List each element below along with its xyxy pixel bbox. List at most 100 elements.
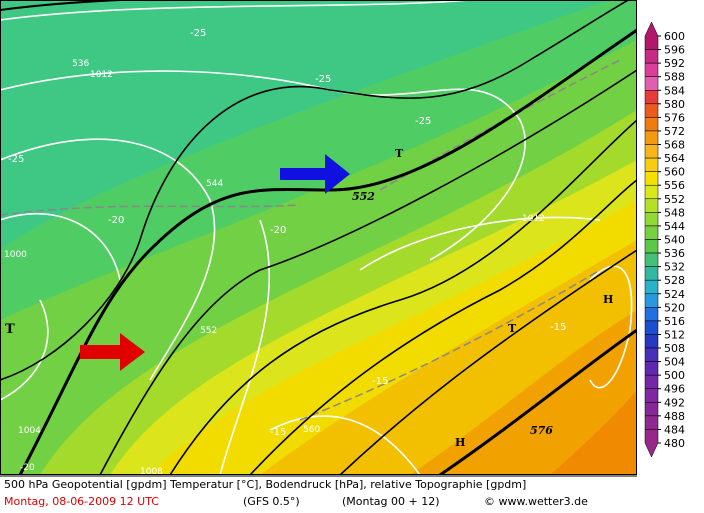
- colorbar-label: 532: [664, 261, 685, 274]
- colorbar-label: 568: [664, 139, 685, 152]
- colorbar-label: 544: [664, 220, 685, 233]
- colorbar-segment: [644, 402, 659, 417]
- colorbar-segment: [644, 212, 659, 227]
- map-label: 552: [200, 326, 217, 336]
- colorbar-segment: [644, 198, 659, 213]
- colorbar-segment: [644, 374, 659, 389]
- map-label: 1012: [522, 214, 545, 224]
- colorbar-label: 588: [664, 71, 685, 84]
- colorbar-segment: [644, 293, 659, 308]
- footer-date: Montag, 08-06-2009 12 UTC: [4, 495, 159, 508]
- map-label: -15: [550, 322, 566, 333]
- map-label: 552: [352, 190, 375, 203]
- colorbar-label: 524: [664, 288, 685, 301]
- colorbar-segment: [644, 279, 659, 295]
- colorbar-segment: [644, 361, 659, 376]
- colorbar-segment: [644, 239, 659, 254]
- footer-description: 500 hPa Geopotential [gpdm] Temperatur […: [4, 478, 526, 491]
- colorbar-segment: [644, 184, 659, 200]
- map-label: 1004: [18, 426, 41, 436]
- map-label: H: [455, 436, 465, 449]
- map-label: 544: [206, 179, 223, 189]
- colorbar-label: 520: [664, 301, 685, 314]
- colorbar-segment: [644, 225, 659, 240]
- map-label: -20: [270, 225, 286, 236]
- colorbar-label: 600: [664, 30, 685, 43]
- colorbar-segment: [644, 334, 659, 349]
- geopotential-lines: [0, 0, 637, 475]
- colorbar-label: 576: [664, 111, 685, 124]
- colorbar-label: 536: [664, 247, 685, 260]
- colorbar-segment: [644, 117, 659, 132]
- colorbar-segment: [644, 76, 659, 91]
- map-label: -15: [270, 427, 286, 438]
- colorbar-label: 552: [664, 193, 685, 206]
- map-label: 1008: [140, 467, 163, 477]
- colorbar-segment: [644, 307, 659, 322]
- colorbar-segment: [644, 103, 659, 118]
- map-label: T: [395, 147, 404, 160]
- map-label: -25: [415, 116, 431, 127]
- map-label: T: [508, 322, 517, 335]
- map-label: -25: [190, 28, 206, 39]
- colorbar-segment: [644, 157, 659, 172]
- colorbar-label: 480: [664, 437, 685, 450]
- colorbar-label: 584: [664, 84, 685, 97]
- isotherms: [0, 0, 633, 475]
- colorbar-label: 564: [664, 152, 685, 165]
- colorbar-label: 528: [664, 274, 685, 287]
- map-label: -20: [108, 215, 124, 226]
- map-label: -20: [20, 463, 35, 473]
- footer-run: (Montag 00 + 12): [342, 495, 440, 508]
- footer-copyright: © www.wetter3.de: [484, 495, 588, 508]
- map-label: 1012: [90, 70, 113, 80]
- colorbar-segment: [644, 429, 659, 458]
- colorbar-label: 516: [664, 315, 685, 328]
- colorbar-label: 492: [664, 396, 685, 409]
- colorbar-segment: [644, 347, 659, 362]
- colorbar-segment: [644, 130, 659, 145]
- colorbar-label: 496: [664, 383, 685, 396]
- colorbar-segment: [644, 252, 659, 267]
- colorbar-segment: [644, 415, 659, 430]
- colorbar-segment: [644, 266, 659, 281]
- map-label: -25: [8, 154, 24, 165]
- map: -25 536 1012 -25 -25 T -25 552 -20 544 -…: [0, 0, 637, 477]
- colorbar-label: 512: [664, 328, 685, 341]
- colorbar-segment: [644, 21, 659, 50]
- band: [410, 310, 637, 475]
- colorbar-label: 572: [664, 125, 685, 138]
- colorbar-label: 500: [664, 369, 685, 382]
- colorbar-label: 592: [664, 57, 685, 70]
- colorbar-segment: [644, 171, 659, 186]
- colorbar-segment: [644, 49, 659, 64]
- colorbar-label: 596: [664, 44, 685, 57]
- footer-model: (GFS 0.5°): [243, 495, 300, 508]
- colorbar-label: 560: [664, 166, 685, 179]
- colorbar-label: 508: [664, 342, 685, 355]
- colorbar-segment: [644, 320, 659, 335]
- colorbar-segment: [644, 62, 659, 77]
- colorbar-label: 484: [664, 423, 685, 436]
- map-label: H: [603, 293, 613, 306]
- colorbar-label: 548: [664, 206, 685, 219]
- colorbar-label: 504: [664, 356, 685, 369]
- colorbar: 6005965925885845805765725685645605565525…: [644, 21, 685, 458]
- band: [550, 390, 637, 475]
- arrow-red: [80, 333, 145, 371]
- map-label: 560: [303, 425, 320, 435]
- map-label: T: [5, 322, 15, 337]
- map-label: 576: [530, 424, 553, 437]
- colorbar-segment: [644, 388, 659, 403]
- colorbar-label: 580: [664, 98, 685, 111]
- map-label: -25: [315, 74, 331, 85]
- colorbar-label: 488: [664, 410, 685, 423]
- map-label: 536: [72, 59, 89, 69]
- map-label: -15: [372, 376, 388, 387]
- colorbar-label: 556: [664, 179, 685, 192]
- arrow-blue: [280, 154, 350, 194]
- colorbar-segment: [644, 144, 659, 159]
- colorbar-label: 540: [664, 234, 685, 247]
- map-frame: [0, 0, 637, 475]
